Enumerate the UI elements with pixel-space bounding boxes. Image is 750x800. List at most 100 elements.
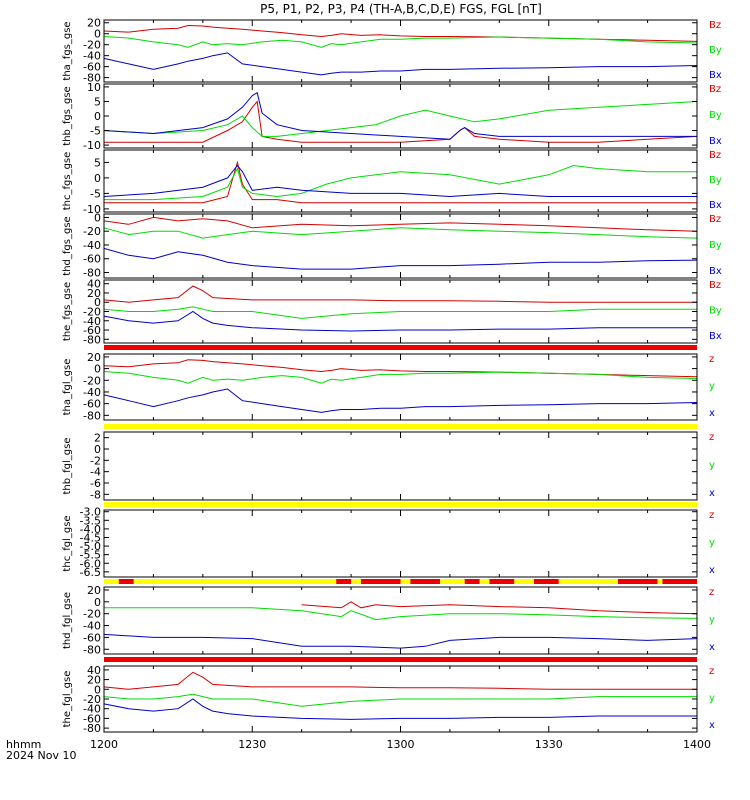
legend-entry-y: y [709, 538, 715, 549]
series-line-the_fgs_gse-Bz [103, 285, 697, 303]
series-line-tha_fgs_gse-By [103, 36, 698, 48]
legend-entry-y: y [709, 460, 715, 471]
y-tick-label: -80 [83, 266, 101, 279]
series-line-thd_fgs_gse-Bz [103, 216, 698, 232]
x-tick-label: 1230 [238, 738, 266, 751]
flag-bar-segment-red [104, 345, 697, 350]
y-tick-label: -4 [90, 466, 101, 479]
panel-frame [103, 509, 698, 578]
y-tick-label: -20 [83, 374, 101, 387]
legend-entry-Bz: Bz [709, 280, 721, 291]
panel-frame [103, 213, 698, 279]
y-axis-label: thc_fgs_gse [62, 152, 73, 211]
y-tick-label: 20 [87, 17, 101, 30]
series-line-thc_fgs_gse-Bx [103, 164, 697, 198]
series-line-thb_fgs_gse-Bz [104, 100, 698, 143]
x-tick-label: 1200 [90, 738, 118, 751]
y-tick-label: -40 [83, 315, 101, 328]
y-tick-label: -60 [83, 253, 101, 266]
y-tick-label: 5 [94, 156, 101, 169]
flag-bar-segment-red [410, 579, 441, 584]
y-tick-label: -40 [83, 239, 101, 252]
flag-bar-segment-red [662, 579, 697, 584]
y-tick-label: -60 [83, 712, 101, 725]
y-tick-label: 20 [87, 351, 101, 364]
flag-bar-segment-yellow [104, 502, 697, 507]
y-tick-label: -10 [83, 139, 101, 152]
y-tick-label: -2 [90, 454, 101, 467]
legend-entry-Bx: Bx [709, 331, 722, 342]
y-axis-label: thb_fgl_gse [62, 438, 73, 495]
y-axis-label: the_fgl_gse [62, 671, 73, 728]
series-line-thb_fgs_gse-By [103, 101, 698, 137]
legend-entry-Bx: Bx [709, 70, 722, 81]
flag-bar-segment-red [118, 579, 134, 584]
y-axis-label: tha_fgs_gse [62, 21, 73, 80]
y-tick-label: 0 [94, 28, 101, 41]
series-line-thd_fgl_gse-z [301, 601, 698, 615]
x-tick-label: 1330 [535, 738, 563, 751]
legend-entry-By: By [709, 110, 722, 121]
panel-thc_fgl_gse: -3.0-3.5-4.0-4.5-5.0-5.5-6.0-6.5 thc_fgl_… [62, 506, 715, 579]
y-tick-label: -80 [83, 722, 101, 735]
y-tick-label: -60 [83, 324, 101, 337]
y-tick-label: -60 [83, 398, 101, 411]
y-tick-label: -80 [83, 333, 101, 346]
legend-entry-By: By [709, 175, 722, 186]
y-tick-label: -3.5 [80, 514, 101, 527]
y-tick-label: -6 [90, 477, 101, 490]
y-tick-label: -5 [90, 125, 101, 138]
legend-entry-y: y [709, 615, 715, 626]
panel-thd_fgs_gse: 0-20-40-60-80 thd_fgs_gse Bz By Bx [62, 211, 722, 279]
y-tick-label: -10 [83, 203, 101, 216]
legend-entry-x: x [709, 720, 715, 731]
y-axis-label: thb_fgs_gse [62, 86, 73, 145]
panel-thb_fgs_gse: 105 0 -5-10 thb_fgs_gse Bz By Bx [62, 81, 722, 152]
legend-entry-By: By [709, 306, 722, 317]
legend-entry-Bz: Bz [709, 150, 721, 161]
legend-entry-x: x [709, 488, 715, 499]
y-axis-label: the_fgs_gse [62, 282, 73, 341]
x-tick-label: 1300 [387, 738, 415, 751]
y-tick-label: 0 [94, 443, 101, 456]
y-tick-label: -8 [90, 488, 101, 501]
flag-bar-segment-red [104, 657, 697, 662]
series-line-the_fgl_gse-y [103, 693, 697, 707]
legend-entry-x: x [709, 408, 715, 419]
y-tick-label: 20 [87, 584, 101, 597]
panel-frame [103, 586, 698, 655]
y-tick-label: -20 [83, 306, 101, 319]
y-tick-label: 2 [94, 432, 101, 445]
y-tick-label: -60 [83, 631, 101, 644]
flag-bar-segment-red [489, 579, 515, 584]
series-line-thb_fgs_gse-Bx [103, 91, 697, 140]
panel-thc_fgs_gse: 5 0 -5 -10 thc_fgs_gse Bz By Bx [62, 149, 722, 216]
legend-entry-z: z [709, 510, 714, 521]
panel-tha_fgl_gse: 200-20-40-60-80 tha_fgl_gse z y x [62, 351, 715, 422]
panel-thd_fgl_gse: 200-20-40-60-80 thd_fgl_gse z y x [62, 584, 715, 656]
y-tick-label: 10 [87, 81, 101, 94]
y-tick-label: 0 [94, 363, 101, 376]
legend-entry-y: y [709, 693, 715, 704]
y-tick-label: -4.0 [80, 523, 101, 536]
panel-frame [103, 353, 698, 421]
y-tick-label: 0 [94, 110, 101, 123]
series-line-tha_fgs_gse-Bx [103, 52, 698, 76]
y-tick-label: -80 [83, 72, 101, 85]
x-axis: hhmm 2024 Nov 10 1200 1230 1300 1330 1400 [6, 738, 711, 762]
legend-entry-By: By [709, 45, 722, 56]
series-line-the_fgs_gse-Bx [103, 310, 697, 332]
y-tick-label: 20 [87, 674, 101, 687]
legend-entry-Bx: Bx [709, 266, 722, 277]
y-tick-label: -6.0 [80, 557, 101, 570]
legend-entry-Bz: Bz [709, 214, 721, 225]
flag-bar-segment-red [360, 579, 401, 584]
series-line-thd_fgl_gse-y [104, 607, 698, 621]
y-axis-label: tha_fgl_gse [62, 359, 73, 416]
legend-entry-z: z [709, 432, 714, 443]
flag-bar-segment-red [336, 579, 352, 584]
series-line-the_fgl_gse-z [103, 671, 697, 690]
legend-entry-Bz: Bz [709, 84, 721, 95]
